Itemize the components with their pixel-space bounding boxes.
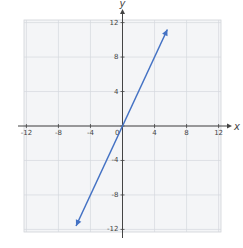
line-arrow-start xyxy=(76,219,81,226)
grid-line xyxy=(58,20,59,232)
tick-mark xyxy=(154,124,155,128)
grid-line xyxy=(24,160,221,161)
tick-mark xyxy=(121,57,125,58)
series xyxy=(76,29,168,225)
tick-mark xyxy=(121,194,125,195)
data-line xyxy=(76,29,167,225)
x-axis-arrow xyxy=(227,124,232,129)
grid-line xyxy=(24,194,221,195)
tick-label: -8 xyxy=(55,129,62,137)
tick-label: 4 xyxy=(152,129,157,137)
tick-mark xyxy=(121,229,125,230)
tick-mark xyxy=(121,22,125,23)
tick-mark xyxy=(58,124,59,128)
tick-mark xyxy=(90,124,91,128)
tick-mark xyxy=(121,91,125,92)
tick-label: -4 xyxy=(112,156,120,164)
grid-line xyxy=(154,20,155,232)
grid-line xyxy=(26,20,27,232)
grid-line xyxy=(24,229,221,230)
tick-mark xyxy=(121,160,125,161)
tick-label: 8 xyxy=(114,53,118,61)
line-arrow-end xyxy=(162,29,167,36)
chart: xy-12-8-404812-12-8-44812 xyxy=(0,0,243,248)
tick-label: 4 xyxy=(114,88,119,96)
grid-line xyxy=(218,20,219,232)
tick-mark xyxy=(26,124,27,128)
tick-label: -12 xyxy=(107,225,118,233)
tick-mark xyxy=(218,124,219,128)
grid-line xyxy=(24,57,221,58)
tick-mark xyxy=(186,124,187,128)
tick-label: -4 xyxy=(87,129,95,137)
grid-line xyxy=(186,20,187,232)
grid-line xyxy=(24,22,221,23)
tick-label: -12 xyxy=(21,129,32,137)
tick-label: 12 xyxy=(214,129,223,137)
grid-line xyxy=(90,20,91,232)
tick-label: 8 xyxy=(184,129,188,137)
grid-line xyxy=(24,91,221,92)
y-axis-label: y xyxy=(119,0,127,9)
x-axis-label: x xyxy=(233,121,240,132)
y-axis-arrow xyxy=(120,9,125,14)
tick-label: 12 xyxy=(110,19,119,27)
tick-label: -8 xyxy=(112,191,119,199)
